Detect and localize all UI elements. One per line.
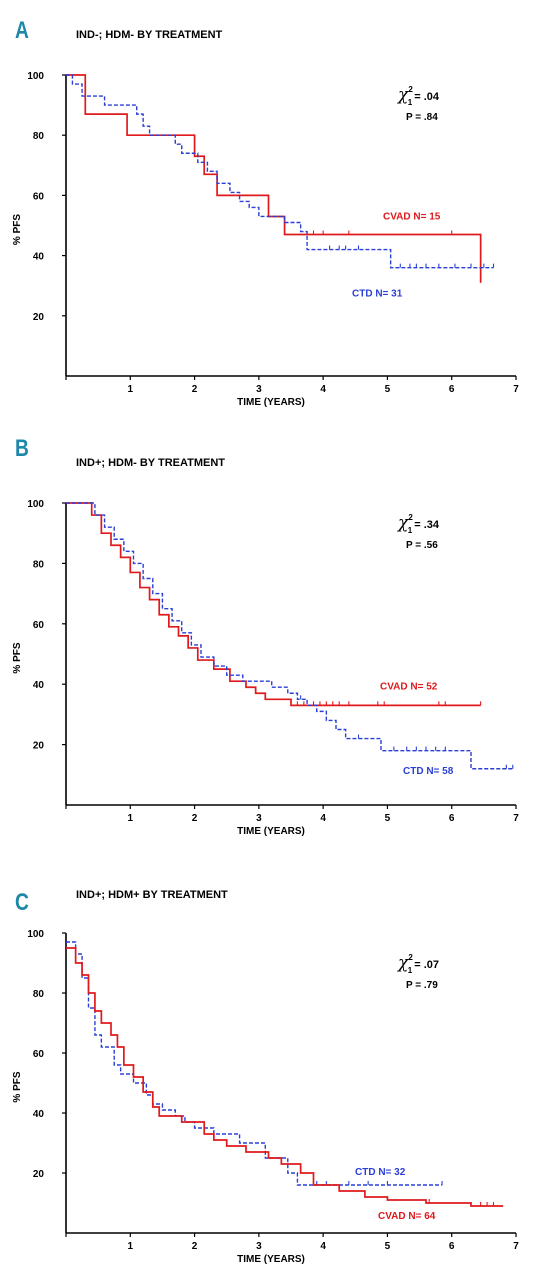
x-axis-label: TIME (YEARS) [237,1254,305,1265]
panel-title: IND+; HDM+ BY TREATMENT [76,889,228,901]
x-tick-label: 6 [449,384,455,395]
x-tick-label: 7 [513,813,519,824]
x-tick-label: 2 [192,813,198,824]
p-value: P = .56 [406,540,438,551]
y-tick-label: 100 [27,929,44,940]
survival-curve-cvad [66,74,482,283]
x-tick-label: 1 [128,813,134,824]
x-axis-label: TIME (YEARS) [237,826,305,837]
y-tick-label: 100 [27,499,44,510]
panel-c: C IND+; HDM+ BY TREATMENT 20 40 60 80 100 1 2 3 4 5… [12,888,519,1265]
survival-curve-cvad [66,947,504,1207]
panel-letter: B [15,434,29,462]
x-tick-label: 6 [449,1241,455,1252]
series-label-cvad: CVAD N= 15 [383,212,441,223]
x-tick-label: 7 [513,384,519,395]
y-axis-label: % PFS [12,642,23,673]
p-value: P = .84 [406,112,438,123]
panel-a: A IND-; HDM- BY TREATMENT 20 40 60 80 100 1 2 3 4 5… [12,16,519,408]
y-tick-label: 80 [33,989,45,1000]
x-tick-label: 5 [385,813,391,824]
y-axis-label: % PFS [12,1071,23,1102]
y-tick-label: 60 [33,191,45,202]
x-tick-label: 5 [385,384,391,395]
x-tick-label: 3 [256,384,262,395]
y-tick-label: 100 [27,71,44,82]
y-axis-label: % PFS [12,214,23,245]
panel-letter: C [15,888,29,916]
y-tick-label: 40 [33,252,45,263]
panel-title: IND-; HDM- BY TREATMENT [76,29,223,41]
series-label-ctd: CTD N= 31 [352,289,403,300]
survival-curve-ctd [66,941,443,1186]
panel-b: B IND+; HDM- BY TREATMENT 20 40 60 80 100 1 2 3 4 5… [12,434,519,837]
chi-square-statistic: χ2 1 = .07 [397,953,439,975]
y-tick-label: 40 [33,680,45,691]
y-tick-label: 40 [33,1109,45,1120]
y-tick-label: 80 [33,131,45,142]
x-tick-label: 1 [128,1241,134,1252]
survival-curve-ctd [66,502,513,770]
panel-title: IND+; HDM- BY TREATMENT [76,457,225,469]
panel-letter: A [15,16,29,44]
x-tick-label: 2 [192,1241,198,1252]
y-tick-label: 20 [33,312,45,323]
survival-curve-cvad [66,502,481,707]
x-tick-label: 5 [385,1241,391,1252]
y-tick-label: 20 [33,1169,45,1180]
x-tick-label: 4 [320,813,326,824]
chi-square-statistic: χ2 1 = .34 [397,513,440,535]
x-axis-label: TIME (YEARS) [237,397,305,408]
series-label-cvad: CVAD N= 52 [380,681,438,692]
series-label-ctd: CTD N= 32 [355,1167,406,1178]
x-tick-label: 2 [192,384,198,395]
x-tick-label: 6 [449,813,455,824]
series-label-cvad: CVAD N= 64 [378,1211,436,1222]
series-label-ctd: CTD N= 58 [403,766,454,777]
y-tick-label: 60 [33,620,45,631]
p-value: P = .79 [406,980,438,991]
x-tick-label: 1 [128,384,134,395]
x-tick-label: 4 [320,1241,326,1252]
y-tick-label: 60 [33,1049,45,1060]
x-tick-label: 7 [513,1241,519,1252]
chi-square-statistic: χ2 1 = .04 [397,85,440,107]
y-tick-label: 20 [33,741,45,752]
x-tick-label: 3 [256,813,262,824]
x-tick-label: 4 [320,384,326,395]
x-tick-label: 3 [256,1241,262,1252]
survival-curve-ctd [66,74,494,269]
y-tick-label: 80 [33,559,45,570]
